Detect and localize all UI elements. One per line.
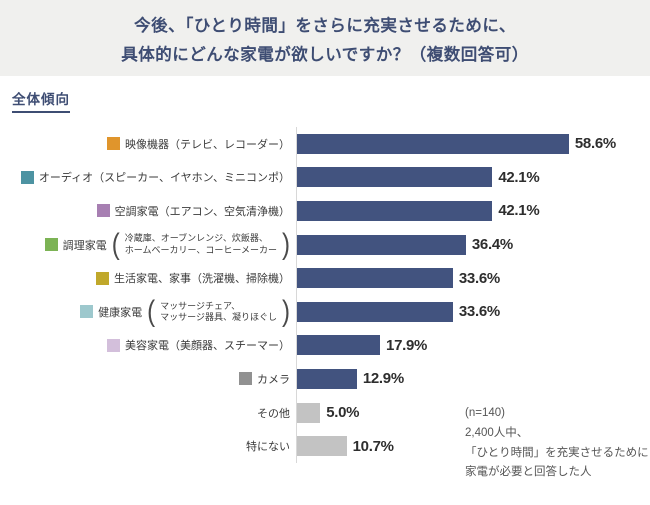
bar bbox=[297, 436, 347, 457]
title-line-1: 今後、「ひとり時間」をさらに充実させるために、 bbox=[134, 16, 516, 35]
bar-value-label: 12.9% bbox=[362, 370, 404, 388]
bar bbox=[297, 133, 569, 154]
category-name: 生活家電、家事（洗濯機、掃除機） bbox=[114, 273, 290, 286]
paren-open: ( bbox=[147, 294, 156, 329]
bar bbox=[297, 200, 493, 221]
bar-value-label: 42.1% bbox=[498, 202, 540, 220]
bar-track: 33.6% bbox=[296, 261, 638, 295]
bar-track: 42.1% bbox=[296, 194, 638, 228]
note-line-4: 家電が必要と回答した人 bbox=[465, 466, 592, 479]
category-name: 調理家電 bbox=[62, 239, 107, 252]
bar-track: 33.6% bbox=[296, 294, 638, 329]
chart-row: 特にない 10.7% bbox=[12, 429, 638, 463]
chart-row: 健康家電 (マッサージチェア、 マッサージ器具、凝りほぐし) 33.6% bbox=[12, 294, 638, 329]
category-swatch-icon bbox=[107, 137, 120, 151]
bar-track: 12.9% bbox=[296, 362, 638, 396]
chart-row: カメラ 12.9% bbox=[12, 362, 638, 396]
category-swatch-icon bbox=[239, 372, 252, 386]
bar bbox=[297, 268, 453, 289]
row-label: オーディオ（スピーカー、イヤホン、ミニコンポ） bbox=[12, 169, 296, 185]
sample-note: (n=140) 2,400人中、 「ひとり時間」を充実させるために 家電が必要と… bbox=[465, 404, 649, 483]
bar bbox=[297, 402, 321, 423]
bar-track: 42.1% bbox=[296, 160, 638, 195]
category-name: 美容家電（美顔器、スチーマー） bbox=[125, 340, 290, 353]
chart-row: 生活家電、家事（洗濯機、掃除機） 33.6% bbox=[12, 261, 638, 295]
category-swatch-icon bbox=[20, 170, 34, 184]
row-label: その他 bbox=[12, 405, 296, 421]
chart-title: 今後、「ひとり時間」をさらに充実させるために、 具体的にどんな家電が欲しいですか… bbox=[0, 0, 650, 76]
bar-value-label: 33.6% bbox=[458, 303, 500, 321]
bar-track: 5.0% bbox=[296, 395, 638, 430]
category-name: その他 bbox=[257, 407, 290, 420]
bar-track: 58.6% bbox=[296, 127, 638, 161]
row-label: 特にない bbox=[12, 438, 296, 454]
row-label: 映像機器（テレビ、レコーダー） bbox=[12, 136, 296, 152]
bar bbox=[297, 167, 493, 188]
category-name: カメラ bbox=[257, 373, 290, 386]
section-label: 全体傾向 bbox=[12, 88, 70, 113]
row-label: 美容家電（美顔器、スチーマー） bbox=[12, 337, 296, 353]
bar-value-label: 17.9% bbox=[386, 336, 428, 354]
bar-value-label: 10.7% bbox=[352, 437, 394, 455]
bar bbox=[297, 234, 466, 255]
bar bbox=[297, 335, 381, 356]
note-line-3: 「ひとり時間」を充実させるために bbox=[465, 446, 649, 459]
title-line-2: 具体的にどんな家電が欲しいですか？（複数回答可） bbox=[121, 45, 529, 64]
bar bbox=[297, 368, 357, 389]
row-label: 健康家電 (マッサージチェア、 マッサージ器具、凝りほぐし) bbox=[12, 294, 296, 329]
chart-row: その他 5.0% bbox=[12, 395, 638, 430]
category-sub-items: マッサージチェア、 マッサージ器具、凝りほぐし bbox=[160, 300, 277, 322]
chart-row: オーディオ（スピーカー、イヤホン、ミニコンポ） 42.1% bbox=[12, 160, 638, 195]
category-swatch-icon bbox=[44, 238, 58, 252]
category-swatch-icon bbox=[96, 204, 110, 218]
bar bbox=[297, 301, 453, 322]
bar-track: 36.4% bbox=[296, 227, 638, 262]
category-name: 空調家電（エアコン、空気清浄機） bbox=[114, 205, 290, 218]
row-label: カメラ bbox=[12, 371, 296, 387]
note-line-1: (n=140) bbox=[465, 407, 505, 419]
bar-chart: 映像機器（テレビ、レコーダー） 58.6% オーディオ（スピーカー、イヤホン、ミニコ… bbox=[12, 127, 638, 463]
bar-track: 10.7% bbox=[296, 429, 638, 463]
row-label: 調理家電 (冷蔵庫、オーブンレンジ、炊飯器、 ホームベーカリー、コーヒーメーカー) bbox=[12, 227, 296, 261]
bar-value-label: 36.4% bbox=[471, 236, 513, 254]
chart-row: 映像機器（テレビ、レコーダー） 58.6% bbox=[12, 127, 638, 161]
note-line-2: 2,400人中、 bbox=[465, 426, 529, 439]
category-name: 特にない bbox=[246, 441, 290, 454]
bar-value-label: 58.6% bbox=[574, 135, 616, 153]
paren-close: ) bbox=[282, 227, 290, 261]
bar-track: 17.9% bbox=[296, 328, 638, 363]
paren-open: ( bbox=[111, 227, 120, 261]
chart-row: 空調家電（エアコン、空気清浄機） 42.1% bbox=[12, 194, 638, 228]
category-sub-items: 冷蔵庫、オーブンレンジ、炊飯器、 ホームベーカリー、コーヒーメーカー bbox=[124, 233, 277, 255]
bar-value-label: 42.1% bbox=[498, 168, 540, 186]
row-label: 生活家電、家事（洗濯機、掃除機） bbox=[12, 270, 296, 286]
category-name: 映像機器（テレビ、レコーダー） bbox=[125, 138, 290, 151]
category-swatch-icon bbox=[96, 271, 109, 285]
category-swatch-icon bbox=[107, 338, 120, 352]
chart-row: 美容家電（美顔器、スチーマー） 17.9% bbox=[12, 328, 638, 363]
row-label: 空調家電（エアコン、空気清浄機） bbox=[12, 203, 296, 219]
bar-value-label: 33.6% bbox=[458, 269, 500, 287]
category-swatch-icon bbox=[80, 305, 94, 319]
chart-rows: 映像機器（テレビ、レコーダー） 58.6% オーディオ（スピーカー、イヤホン、ミニコ… bbox=[12, 127, 638, 463]
paren-close: ) bbox=[282, 294, 290, 329]
bar-value-label: 5.0% bbox=[326, 404, 360, 422]
category-name: 健康家電 bbox=[98, 306, 143, 319]
category-name: オーディオ（スピーカー、イヤホン、ミニコンポ） bbox=[38, 172, 290, 185]
chart-row: 調理家電 (冷蔵庫、オーブンレンジ、炊飯器、 ホームベーカリー、コーヒーメーカー) 3… bbox=[12, 227, 638, 262]
